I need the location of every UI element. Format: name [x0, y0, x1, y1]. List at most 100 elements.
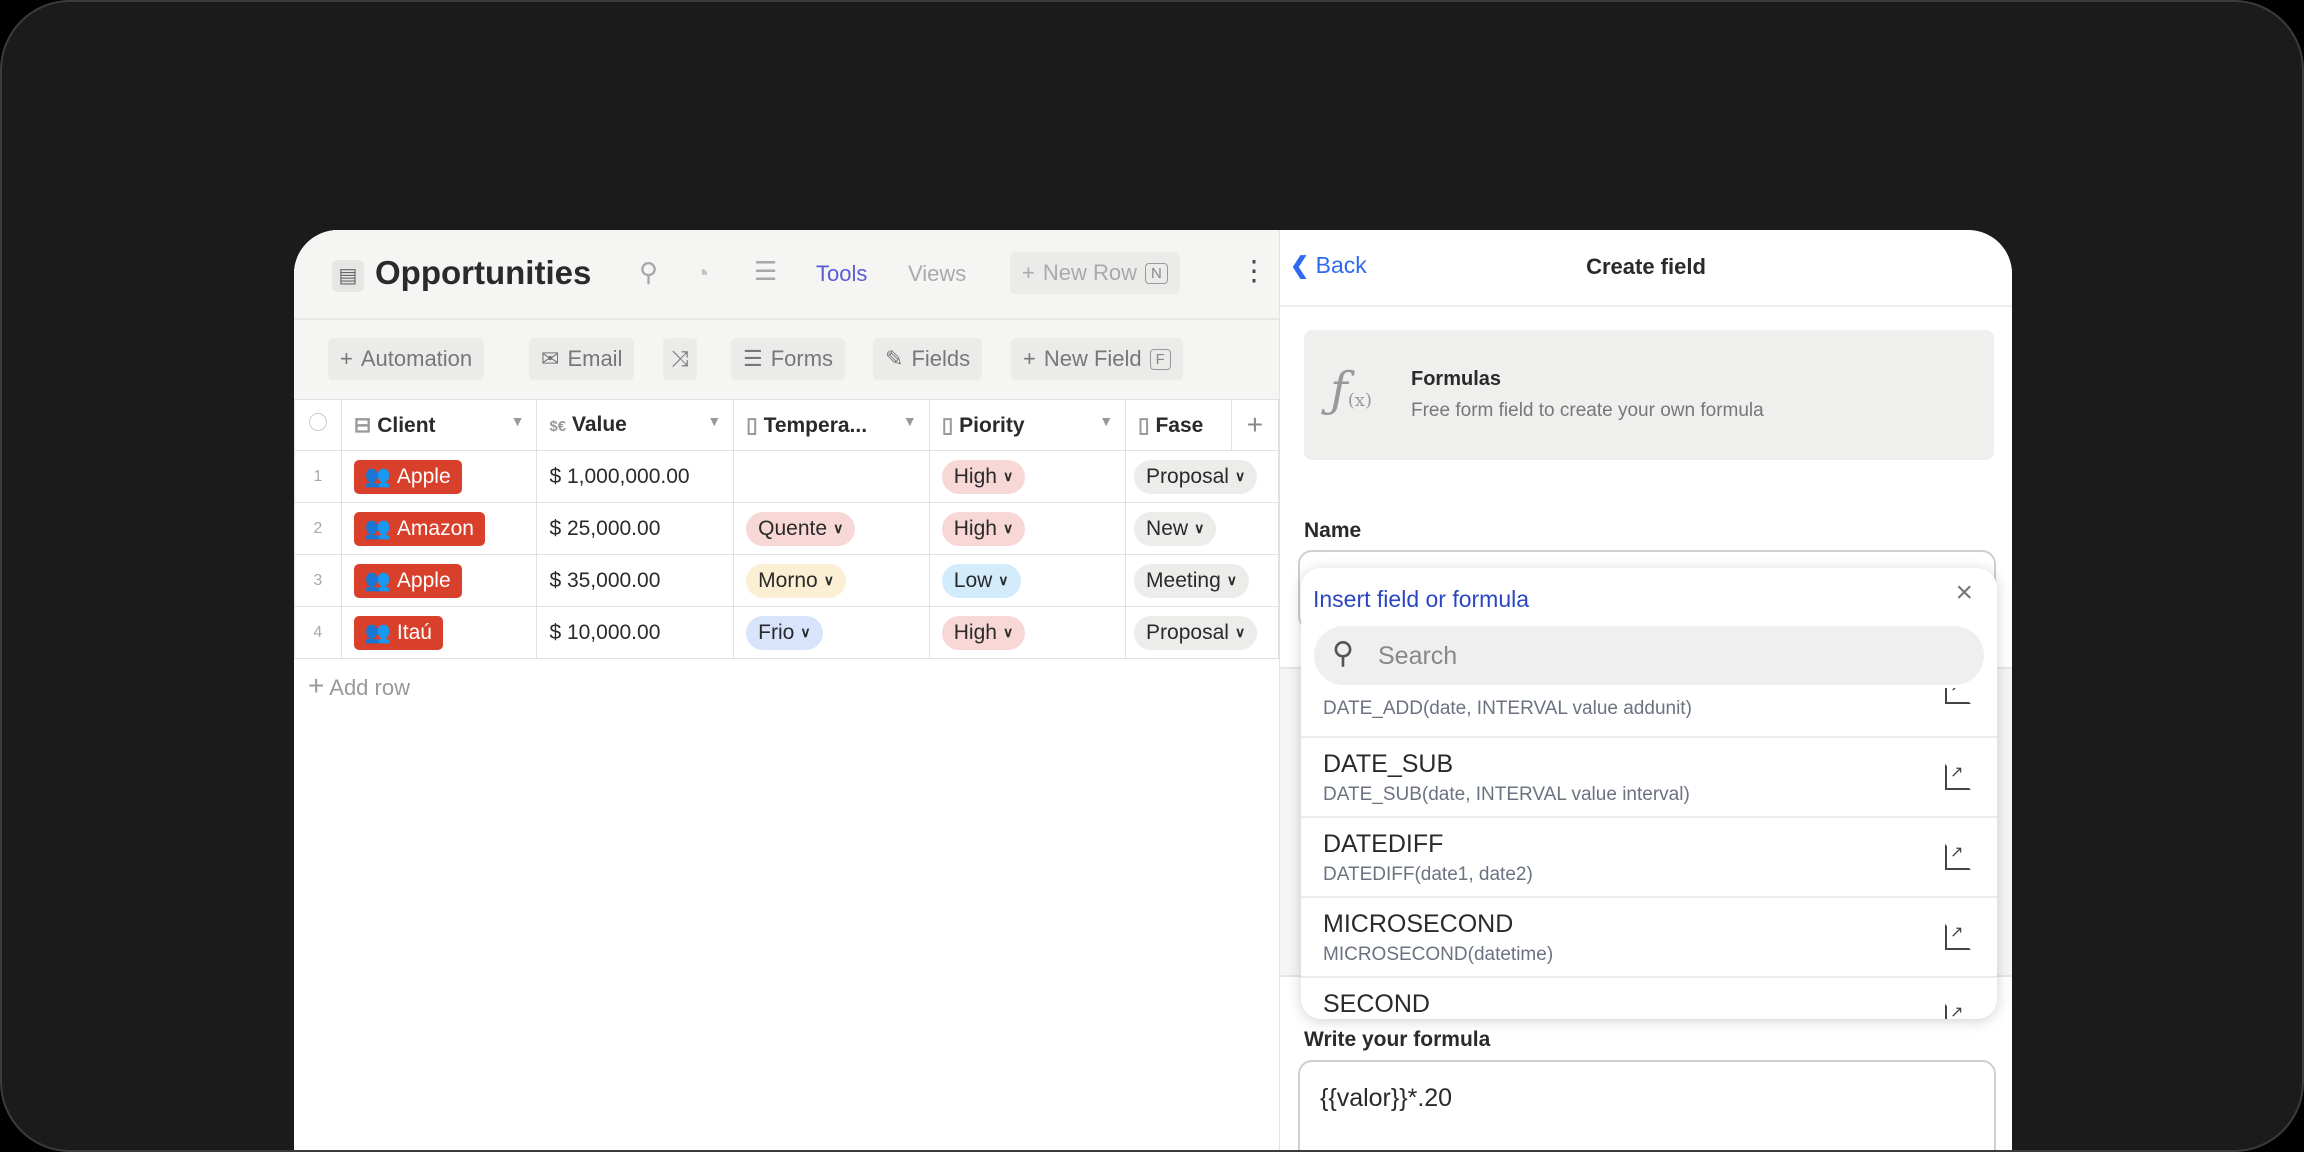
add-column-button[interactable]: + — [1230, 399, 1280, 451]
priority-cell[interactable]: High ∨ — [928, 502, 1127, 555]
fase-chip[interactable]: New ∨ — [1134, 511, 1217, 546]
priority-chip[interactable]: Low ∨ — [941, 563, 1021, 598]
value-cell[interactable]: $ 1,000,000.00 — [536, 450, 735, 503]
column-temperature[interactable]: ▯ Tempera... ▼ — [733, 399, 930, 451]
column-fase[interactable]: ▯ Fase — [1125, 399, 1232, 451]
priority-cell[interactable]: High ∨ — [928, 606, 1127, 659]
search-icon[interactable]: ⚲ — [639, 257, 659, 287]
card-title: Formulas — [1411, 368, 1502, 390]
table-row[interactable]: 4 👥 Itaú $ 10,000.00 Frio ∨ High ∨ Proposal… — [294, 606, 1279, 659]
select-all-checkbox[interactable] — [294, 399, 342, 451]
temperature-chip-label: Morno — [758, 568, 818, 592]
chevron-down-icon: ∨ — [998, 572, 1009, 588]
formula-input[interactable]: {{valor}}*.20 — [1298, 1060, 1996, 1150]
caret-down-icon[interactable]: ▼ — [902, 412, 917, 429]
fase-chip[interactable]: Proposal ∨ — [1134, 615, 1258, 650]
client-cell[interactable]: 👥 Amazon — [340, 502, 538, 555]
automation-button[interactable]: + Automation — [328, 338, 485, 380]
column-priority[interactable]: ▯ Piority ▼ — [928, 399, 1127, 451]
formula-item[interactable]: MICROSECOND MICROSECOND(datetime) ↗ — [1301, 896, 1997, 976]
column-value[interactable]: $€ Value ▼ — [536, 399, 735, 451]
table-row[interactable]: 2 👥 Amazon $ 25,000.00 Quente ∨ High ∨ New ∨ — [294, 502, 1279, 555]
formula-item[interactable]: SECOND ↗ — [1301, 976, 1997, 1019]
client-cell[interactable]: 👥 Apple — [340, 554, 538, 607]
temperature-cell[interactable] — [733, 450, 930, 503]
formula-item[interactable]: DATE_SUB DATE_SUB(date, INTERVAL value in… — [1301, 736, 1997, 816]
new-field-label: New Field — [1043, 346, 1142, 371]
insert-icon[interactable]: ↗ — [1945, 844, 1971, 870]
client-chip[interactable]: 👥 Apple — [353, 459, 462, 494]
insert-icon[interactable]: ↗ — [1945, 764, 1971, 790]
add-row-button[interactable]: + Add row — [308, 670, 410, 702]
caret-down-icon[interactable]: ▼ — [510, 412, 525, 429]
formula-item[interactable]: DATE_ADD(date, INTERVAL value addunit) ↗ — [1301, 688, 1997, 736]
formula-item[interactable]: DATEDIFF DATEDIFF(date1, date2) ↗ — [1301, 816, 1997, 896]
formula-signature: DATE_ADD(date, INTERVAL value addunit) — [1323, 698, 1692, 719]
email-button[interactable]: ✉ Email — [529, 338, 635, 380]
email-label: Email — [567, 346, 623, 371]
caret-down-icon[interactable]: ▼ — [1099, 412, 1114, 429]
priority-cell[interactable]: High ∨ — [928, 450, 1127, 503]
insert-formula-popup: Insert field or formula × ⚲ Search DATE_… — [1301, 568, 1997, 1019]
insert-icon[interactable]: ↗ — [1945, 688, 1971, 704]
fase-chip[interactable]: Meeting ∨ — [1134, 563, 1250, 598]
shuffle-button[interactable]: ⤨ — [663, 338, 697, 380]
popup-title: Insert field or formula — [1313, 586, 1530, 612]
fase-cell[interactable]: Meeting ∨ — [1125, 554, 1279, 607]
fase-chip[interactable]: Proposal ∨ — [1134, 459, 1258, 494]
insert-icon[interactable]: ↗ — [1945, 1004, 1971, 1019]
new-field-button[interactable]: + New Field F — [1011, 338, 1183, 380]
temperature-chip[interactable]: Quente ∨ — [746, 511, 856, 546]
tools-tab[interactable]: Tools — [816, 261, 868, 286]
rss-icon[interactable]: ◔ — [694, 258, 710, 288]
temperature-chip[interactable]: Frio ∨ — [746, 615, 823, 650]
row-number: 4 — [294, 606, 342, 659]
value-cell[interactable]: $ 25,000.00 — [536, 502, 735, 555]
fase-cell[interactable]: New ∨ — [1125, 502, 1279, 555]
fase-cell[interactable]: Proposal ∨ — [1125, 450, 1279, 503]
client-chip[interactable]: 👥 Itaú — [353, 615, 443, 650]
chevron-down-icon: ∨ — [1234, 624, 1246, 640]
value-cell[interactable]: $ 35,000.00 — [536, 554, 735, 607]
text-field-icon: ▯ — [941, 413, 960, 437]
column-client[interactable]: ⊟ Client ▼ — [340, 399, 538, 451]
fase-cell[interactable]: Proposal ∨ — [1125, 606, 1279, 659]
search-input[interactable]: ⚲ Search — [1314, 626, 1984, 685]
plus-icon: + — [1023, 346, 1036, 371]
back-button[interactable]: ❮ Back — [1290, 252, 1367, 279]
priority-cell[interactable]: Low ∨ — [928, 554, 1127, 607]
temperature-cell[interactable]: Quente ∨ — [733, 502, 930, 555]
new-row-button[interactable]: + New Row N — [1010, 252, 1180, 294]
client-label: Apple — [396, 464, 451, 488]
table-row[interactable]: 1 👥 Apple $ 1,000,000.00 High ∨ Proposal ∨ — [294, 450, 1279, 503]
automation-label: Automation — [360, 346, 473, 371]
value-cell[interactable]: $ 10,000.00 — [536, 606, 735, 659]
caret-down-icon[interactable]: ▼ — [707, 413, 722, 429]
name-label: Name — [1304, 519, 1362, 542]
sliders-icon[interactable]: ☰ — [754, 256, 778, 286]
priority-chip[interactable]: High ∨ — [941, 511, 1026, 546]
chevron-down-icon: ∨ — [1234, 468, 1246, 484]
client-chip[interactable]: 👥 Amazon — [353, 511, 485, 546]
temperature-cell[interactable]: Frio ∨ — [733, 606, 930, 659]
temperature-chip[interactable]: Morno ∨ — [746, 563, 846, 598]
forms-button[interactable]: ☰ Forms — [731, 338, 846, 380]
more-icon[interactable]: ⋮ — [1240, 255, 1268, 286]
formula-name: SECOND — [1323, 990, 1430, 1018]
list-icon: ☰ — [743, 346, 763, 371]
table-row[interactable]: 3 👥 Apple $ 35,000.00 Morno ∨ Low ∨ Meeting… — [294, 554, 1279, 607]
priority-chip-label: High — [953, 464, 997, 488]
client-cell[interactable]: 👥 Itaú — [340, 606, 538, 659]
chevron-down-icon: ∨ — [800, 624, 811, 640]
priority-chip[interactable]: High ∨ — [941, 459, 1026, 494]
close-icon[interactable]: × — [1955, 576, 1973, 609]
insert-icon[interactable]: ↗ — [1945, 924, 1971, 950]
views-tab[interactable]: Views — [908, 261, 967, 286]
fields-button[interactable]: ✎ Fields — [873, 338, 983, 380]
temperature-cell[interactable]: Morno ∨ — [733, 554, 930, 607]
client-cell[interactable]: 👥 Apple — [340, 450, 538, 503]
priority-chip[interactable]: High ∨ — [941, 615, 1026, 650]
header-row: ⊟ Client ▼ $€ Value ▼ ▯ Tempera... ▼ ▯ Pior… — [294, 399, 1280, 451]
client-chip[interactable]: 👥 Apple — [353, 563, 462, 598]
function-icon: ƒ(x) — [1330, 362, 1372, 418]
